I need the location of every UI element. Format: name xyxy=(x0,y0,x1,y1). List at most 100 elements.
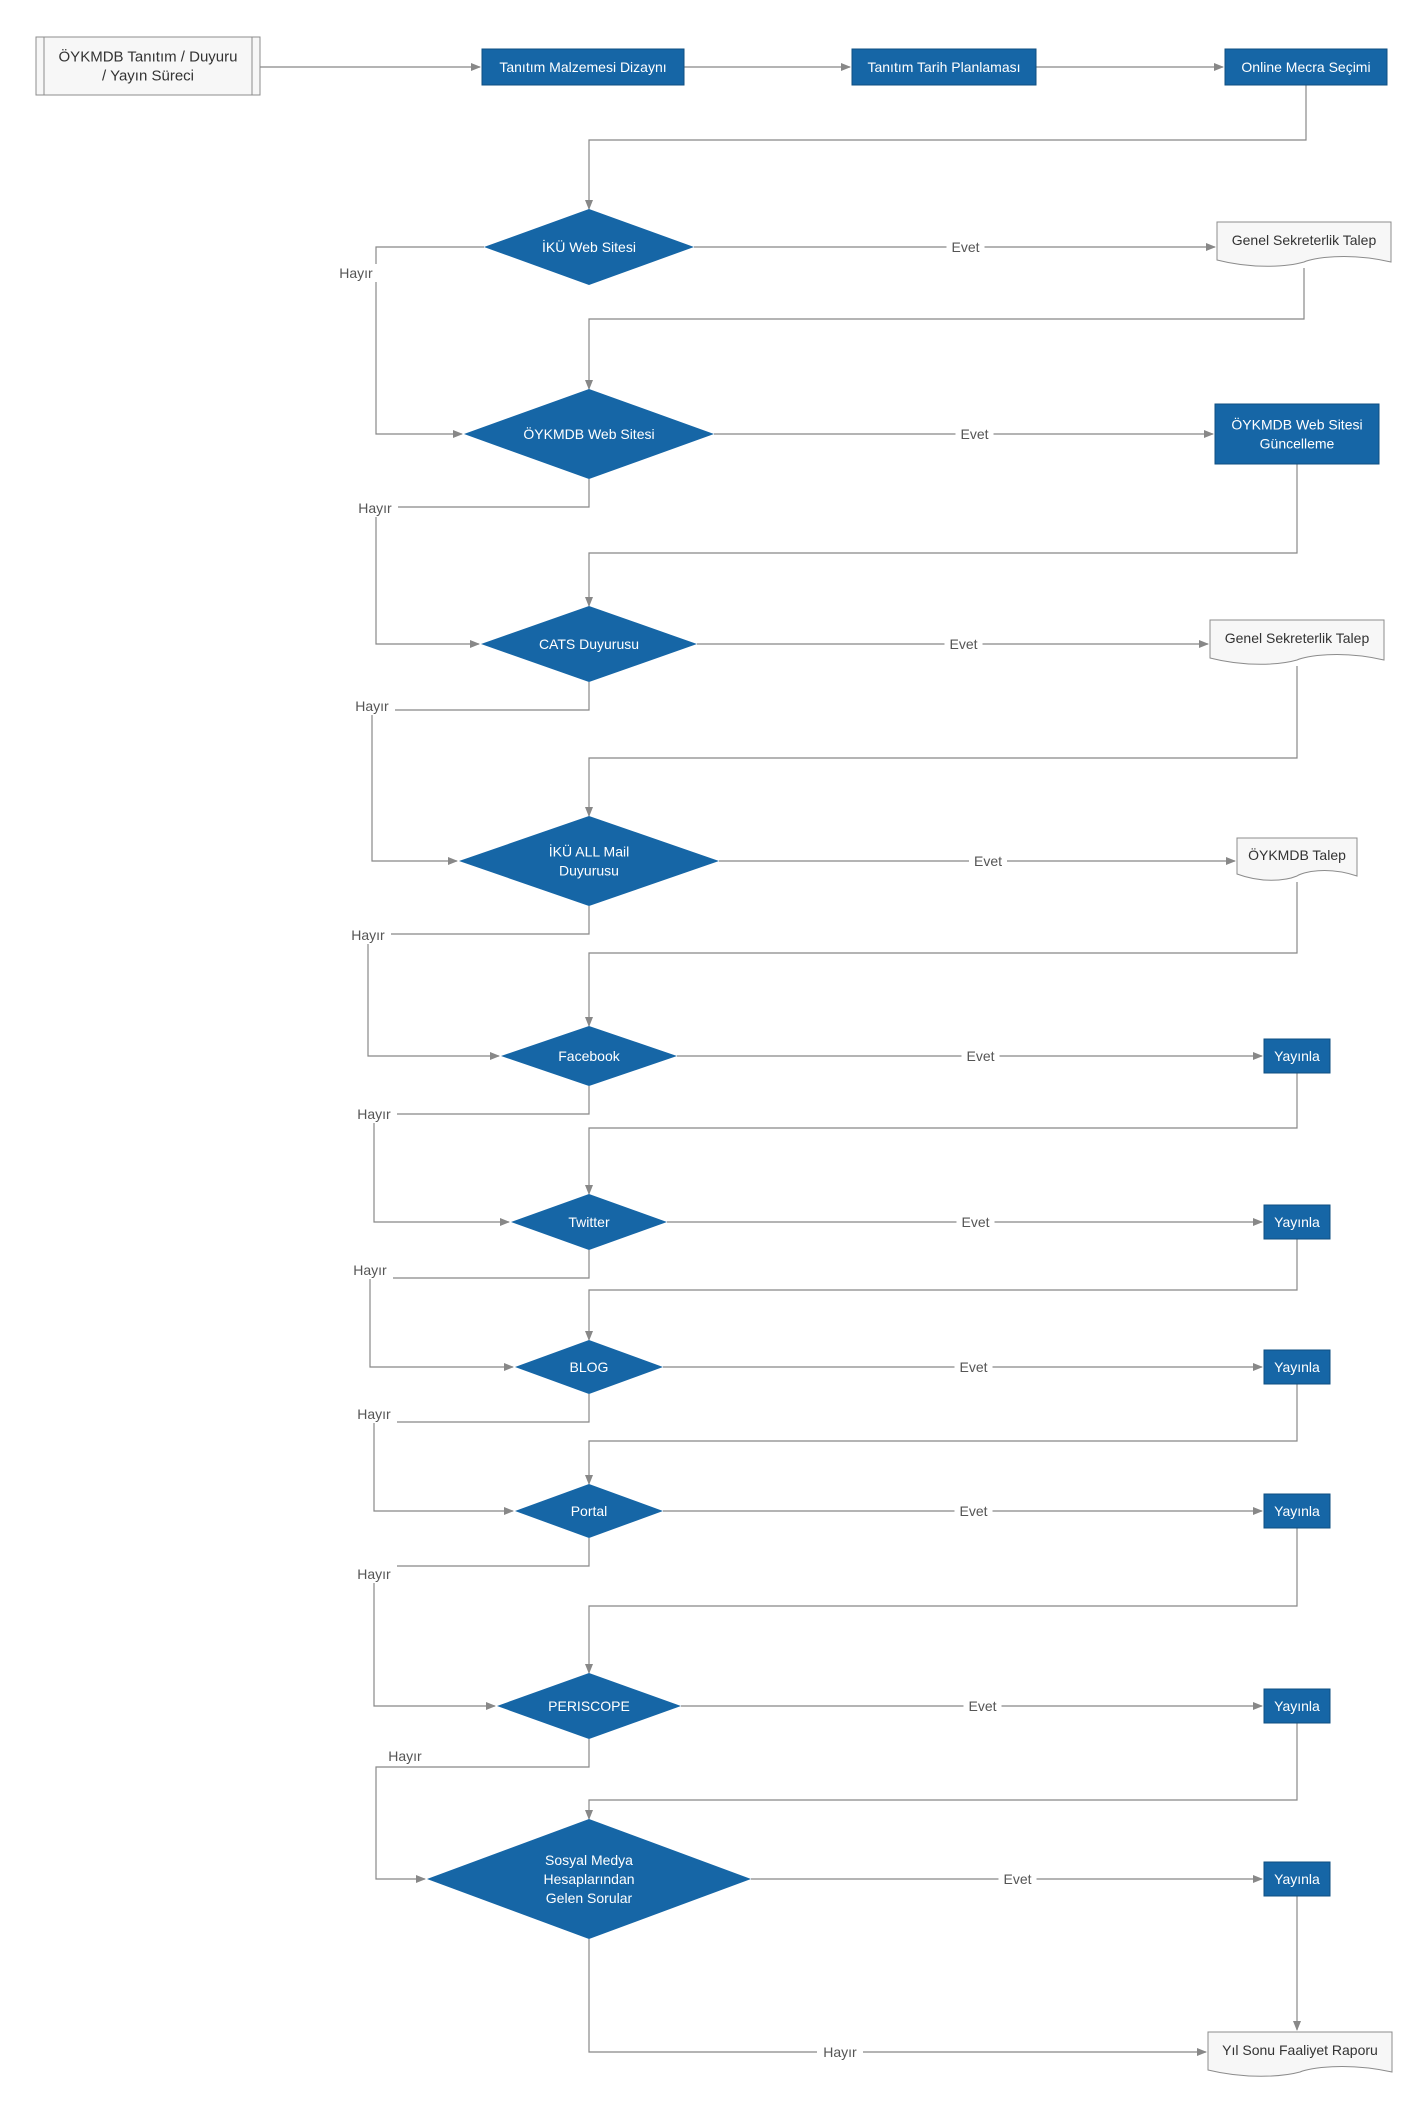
decision-iku-web-no-label: Hayır xyxy=(339,265,373,281)
date-plan-process-label: Tanıtım Tarih Planlaması xyxy=(867,59,1020,75)
decision-cats-return-edge xyxy=(585,666,1298,817)
decision-iku-mail-label-line-1: İKÜ ALL Mail xyxy=(549,843,629,860)
decision-periscope-no-label-bg xyxy=(382,1747,428,1765)
decision-portal-no-edge xyxy=(373,1538,590,1710)
decision-oykmdb-web-yes-label-bg xyxy=(955,425,994,443)
doc-gs-request-2-label: Genel Sekreterlik Talep xyxy=(1225,630,1370,646)
decision-periscope-diamond xyxy=(497,1673,681,1739)
doc-annual-report-shape xyxy=(1207,2031,1393,2077)
decision-social-label-line-1: Sosyal Medya xyxy=(545,1852,633,1868)
decision-portal-diamond xyxy=(515,1484,663,1538)
decision-iku-web-label: İKÜ Web Sitesi xyxy=(542,238,636,255)
publish-facebook[interactable]: Yayınla xyxy=(1263,1038,1331,1074)
decision-portal-yes-label-bg xyxy=(954,1502,993,1520)
publish-periscope-box xyxy=(1263,1688,1331,1724)
decision-blog-no-edge xyxy=(373,1394,590,1515)
decision-facebook-label: Facebook xyxy=(558,1048,620,1064)
media-select-process[interactable]: Online Mecra Seçimi xyxy=(1224,48,1388,86)
doc-oykmdb-request-shape xyxy=(1236,837,1358,881)
date-plan-process[interactable]: Tanıtım Tarih Planlaması xyxy=(851,48,1037,86)
date-plan-process-box xyxy=(851,48,1037,86)
decision-twitter-diamond xyxy=(511,1194,667,1250)
decision-facebook-return-edge xyxy=(585,1073,1298,1195)
decision-iku-web-yes-label-bg xyxy=(946,238,985,256)
decision-blog[interactable]: BLOG xyxy=(515,1340,663,1394)
decision-blog-diamond xyxy=(515,1340,663,1394)
publish-twitter-label: Yayınla xyxy=(1274,1214,1320,1230)
decision-iku-web-return-edge xyxy=(585,268,1305,390)
edge-media-ikuweb xyxy=(585,85,1307,210)
decision-iku-mail-no-label: Hayır xyxy=(351,927,385,943)
design-process[interactable]: Tanıtım Malzemesi Dizaynı xyxy=(481,48,685,86)
decision-facebook[interactable]: Facebook xyxy=(501,1026,677,1086)
decision-social-label-line-2: Hesaplarından xyxy=(543,1871,634,1887)
decision-periscope[interactable]: PERISCOPE xyxy=(497,1673,681,1739)
publish-periscope[interactable]: Yayınla xyxy=(1263,1688,1331,1724)
decision-facebook-no-label-bg xyxy=(351,1105,397,1123)
decision-twitter-no-edge xyxy=(369,1250,590,1371)
doc-oykmdb-request[interactable]: ÖYKMDB Talep xyxy=(1236,837,1358,881)
doc-gs-request-1-shape xyxy=(1216,221,1392,267)
publish-periscope-label: Yayınla xyxy=(1274,1698,1320,1714)
decision-social-yes-label-bg xyxy=(998,1870,1037,1888)
decision-social-label-line-3: Gelen Sorular xyxy=(546,1890,633,1906)
decision-iku-web-yes-label: Evet xyxy=(951,239,979,255)
decision-social[interactable]: Sosyal Medya Hesaplarından Gelen Sorular xyxy=(427,1819,751,1939)
publish-portal[interactable]: Yayınla xyxy=(1263,1493,1331,1529)
doc-gs-request-2[interactable]: Genel Sekreterlik Talep xyxy=(1209,619,1385,665)
decision-twitter-yes-label-bg xyxy=(956,1213,995,1231)
publish-social[interactable]: Yayınla xyxy=(1263,1861,1331,1897)
decision-twitter-return-edge xyxy=(585,1239,1298,1341)
start-process-label-line-2: / Yayın Süreci xyxy=(102,68,194,85)
decision-iku-mail[interactable]: İKÜ ALL Mail Duyurusu xyxy=(459,816,719,906)
shapes: ÖYKMDB Tanıtım / Duyuru / Yayın Süreci Tan… xyxy=(35,36,1393,2077)
publish-blog-label: Yayınla xyxy=(1274,1359,1320,1375)
media-select-process-box xyxy=(1224,48,1388,86)
decision-social-diamond xyxy=(427,1819,751,1939)
edge-labels: Evet Hayır Evet Hayır Evet Hayır Evet Hayır Evet… xyxy=(333,238,1037,2061)
decision-facebook-no-edge xyxy=(373,1086,590,1226)
doc-gs-request-1[interactable]: Genel Sekreterlik Talep xyxy=(1216,221,1392,267)
publish-portal-label: Yayınla xyxy=(1274,1503,1320,1519)
decision-twitter-no-label-bg xyxy=(347,1261,393,1279)
publish-facebook-box xyxy=(1263,1038,1331,1074)
decision-twitter[interactable]: Twitter xyxy=(511,1194,667,1250)
decision-oykmdb-web[interactable]: ÖYKMDB Web Sitesi xyxy=(464,389,714,479)
decision-cats-diamond xyxy=(481,606,697,682)
decision-cats-no-label-bg xyxy=(349,697,395,715)
decision-facebook-yes-label: Evet xyxy=(966,1048,994,1064)
decision-cats-no-label: Hayır xyxy=(355,698,389,714)
doc-annual-report[interactable]: Yıl Sonu Faaliyet Raporu xyxy=(1207,2031,1393,2077)
decision-iku-mail-diamond xyxy=(459,816,719,906)
design-process-label: Tanıtım Malzemesi Dizaynı xyxy=(499,59,666,75)
publish-social-label: Yayınla xyxy=(1274,1871,1320,1887)
decision-blog-no-label: Hayır xyxy=(357,1406,391,1422)
start-process-label-line-1: ÖYKMDB Tanıtım / Duyuru xyxy=(59,48,238,66)
decision-oykmdb-web-yes-label: Evet xyxy=(960,426,988,442)
doc-annual-report-label: Yıl Sonu Faaliyet Raporu xyxy=(1222,2042,1378,2058)
decision-iku-web[interactable]: İKÜ Web Sitesi xyxy=(484,209,694,285)
decision-social-no-label: Hayır xyxy=(823,2044,857,2060)
decision-twitter-yes-label: Evet xyxy=(961,1214,989,1230)
decision-periscope-no-edge xyxy=(375,1739,590,1883)
decision-portal[interactable]: Portal xyxy=(515,1484,663,1538)
publish-blog[interactable]: Yayınla xyxy=(1263,1349,1331,1385)
publish-twitter[interactable]: Yayınla xyxy=(1263,1204,1331,1240)
decision-periscope-yes-label-bg xyxy=(963,1697,1002,1715)
decision-iku-mail-yes-label-bg xyxy=(969,852,1007,870)
website-update-process[interactable]: ÖYKMDB Web Sitesi Güncelleme xyxy=(1214,403,1380,465)
decision-oykmdb-web-return-edge xyxy=(585,464,1298,607)
decision-twitter-label: Twitter xyxy=(568,1214,610,1230)
decision-cats[interactable]: CATS Duyurusu xyxy=(481,606,697,682)
publish-portal-box xyxy=(1263,1493,1331,1529)
publish-blog-box xyxy=(1263,1349,1331,1385)
decision-portal-no-label: Hayır xyxy=(357,1566,391,1582)
start-process-box xyxy=(35,36,261,96)
start-process[interactable]: ÖYKMDB Tanıtım / Duyuru / Yayın Süreci xyxy=(35,36,261,96)
decision-cats-yes-label-bg xyxy=(944,635,983,653)
decision-blog-no-label-bg xyxy=(351,1405,397,1423)
decision-iku-mail-return-edge xyxy=(585,882,1298,1027)
media-select-process-label: Online Mecra Seçimi xyxy=(1241,59,1370,75)
decision-blog-yes-label-bg xyxy=(954,1358,993,1376)
